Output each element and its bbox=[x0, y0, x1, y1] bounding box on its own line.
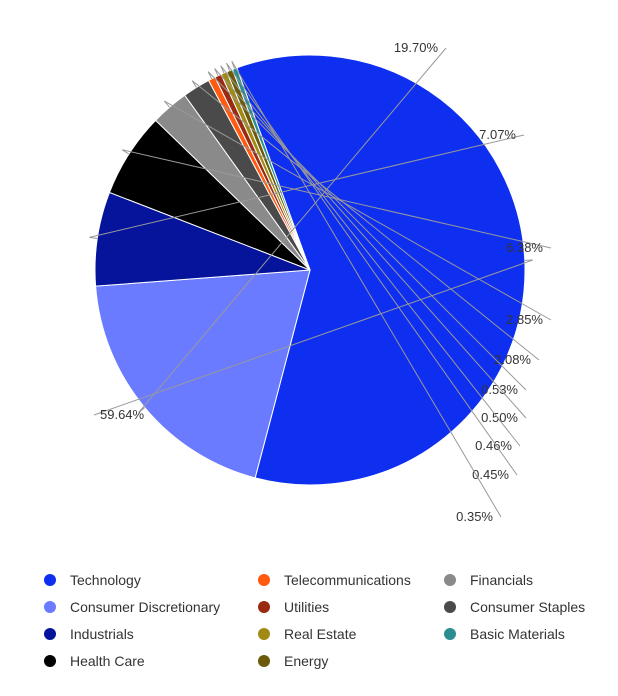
legend-item-utilities[interactable]: Utilities bbox=[258, 597, 329, 617]
legend-item-energy[interactable]: Energy bbox=[258, 651, 328, 671]
data-label: 0.50% bbox=[481, 410, 518, 425]
label-connector bbox=[121, 149, 552, 249]
legend-item-telecommunications[interactable]: Telecommunications bbox=[258, 570, 411, 590]
legend-label: Health Care bbox=[70, 653, 145, 669]
legend-item-real-estate[interactable]: Real Estate bbox=[258, 624, 356, 644]
legend-label: Financials bbox=[470, 572, 534, 588]
legend-label: Industrials bbox=[70, 626, 134, 642]
legend-label: Telecommunications bbox=[284, 572, 411, 588]
label-connector bbox=[93, 259, 533, 416]
label-connector bbox=[220, 65, 521, 447]
data-label: 0.45% bbox=[472, 467, 509, 482]
label-connector bbox=[89, 134, 525, 240]
legend-swatch bbox=[44, 601, 56, 613]
data-label: 0.53% bbox=[481, 382, 518, 397]
data-label: 19.70% bbox=[394, 40, 439, 55]
legend-swatch bbox=[258, 601, 270, 613]
data-label: 2.85% bbox=[506, 312, 543, 327]
legend-swatch bbox=[444, 601, 456, 613]
legend-swatch bbox=[258, 574, 270, 586]
data-label: 0.46% bbox=[475, 438, 512, 453]
legend-label: Utilities bbox=[284, 599, 330, 615]
legend-item-consumer-staples[interactable]: Consumer Staples bbox=[444, 597, 585, 617]
data-label: 7.07% bbox=[479, 127, 516, 142]
legend-swatch bbox=[258, 628, 270, 640]
label-connector bbox=[138, 47, 447, 414]
label-connector bbox=[164, 100, 552, 321]
legend-swatch bbox=[44, 574, 56, 586]
legend-swatch bbox=[44, 628, 56, 640]
pie-slices bbox=[94, 54, 526, 486]
legend-label: Technology bbox=[70, 572, 141, 588]
data-label: 2.08% bbox=[494, 352, 531, 367]
legend-swatch bbox=[258, 655, 270, 667]
pie-chart: 59.64% 19.70% 7.07% 6.38% 2.85% 2.08% 0.53% 0.5… bbox=[89, 40, 552, 524]
data-label: 0.35% bbox=[456, 509, 493, 524]
label-connector bbox=[226, 62, 518, 476]
label-connector bbox=[191, 80, 540, 361]
legend-swatch bbox=[44, 655, 56, 667]
legend-label: Basic Materials bbox=[470, 626, 565, 642]
legend-swatch bbox=[444, 574, 456, 586]
legend-item-industrials[interactable]: Industrials bbox=[44, 624, 134, 644]
label-connector bbox=[214, 68, 527, 419]
pie-labels: 59.64% 19.70% 7.07% 6.38% 2.85% 2.08% 0.53% 0.5… bbox=[89, 40, 552, 524]
label-connector bbox=[207, 71, 527, 391]
legend-item-consumer-discretionary[interactable]: Consumer Discretionary bbox=[44, 597, 220, 617]
data-label: 59.64% bbox=[100, 407, 145, 422]
label-connector bbox=[231, 60, 502, 518]
legend-label: Real Estate bbox=[284, 626, 357, 642]
legend-label: Consumer Staples bbox=[470, 599, 586, 615]
legend-label: Energy bbox=[284, 653, 329, 669]
legend-item-financials[interactable]: Financials bbox=[444, 570, 533, 590]
data-label: 6.38% bbox=[506, 240, 543, 255]
legend-swatch bbox=[444, 628, 456, 640]
legend-item-technology[interactable]: Technology bbox=[44, 570, 141, 590]
legend-item-health-care[interactable]: Health Care bbox=[44, 651, 145, 671]
legend-item-basic-materials[interactable]: Basic Materials bbox=[444, 624, 565, 644]
legend-label: Consumer Discretionary bbox=[70, 599, 221, 615]
